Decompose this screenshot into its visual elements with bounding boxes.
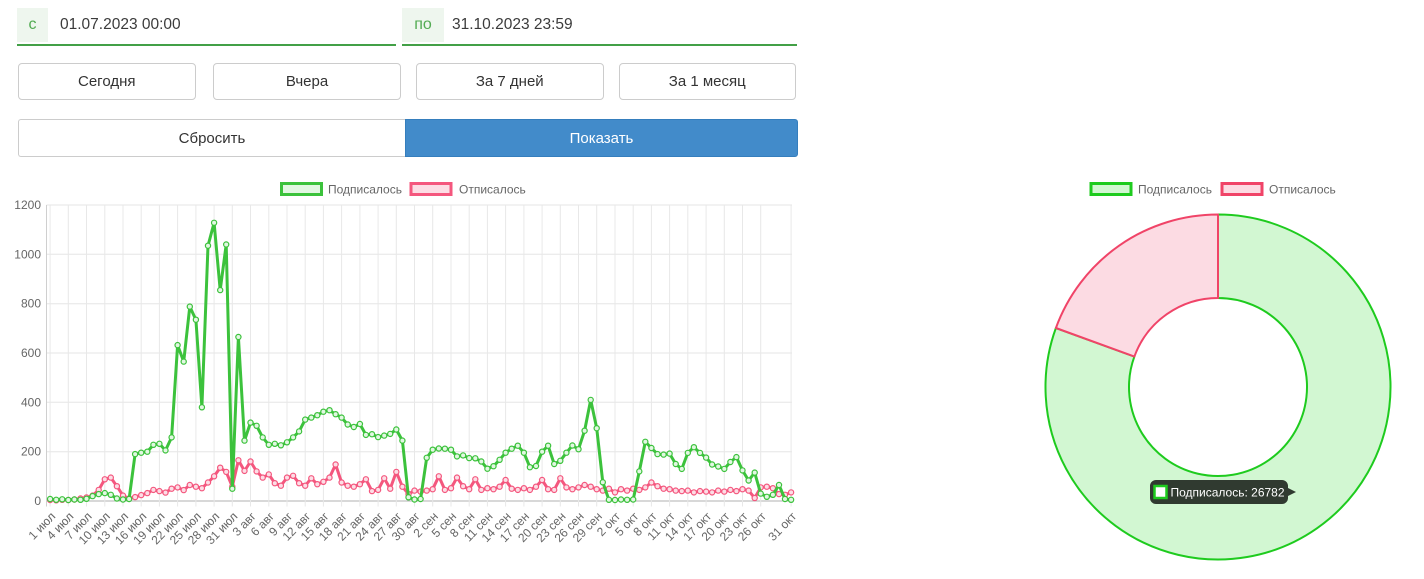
svg-text:1000: 1000 <box>14 247 41 261</box>
svg-text:Подписалось: Подписалось <box>1138 183 1212 197</box>
svg-text:Подписалось: Подписалось <box>328 183 402 197</box>
svg-text:Подписалось: 26782: Подписалось: 26782 <box>1171 486 1285 500</box>
svg-text:600: 600 <box>21 346 41 360</box>
svg-text:Отписалось: Отписалось <box>459 183 526 197</box>
svg-text:200: 200 <box>21 445 41 459</box>
svg-text:800: 800 <box>21 297 41 311</box>
svg-text:31 окт: 31 окт <box>765 509 799 544</box>
svg-text:Отписалось: Отписалось <box>1269 183 1336 197</box>
svg-text:0: 0 <box>34 494 41 508</box>
svg-text:1200: 1200 <box>14 198 41 212</box>
svg-text:400: 400 <box>21 395 41 409</box>
